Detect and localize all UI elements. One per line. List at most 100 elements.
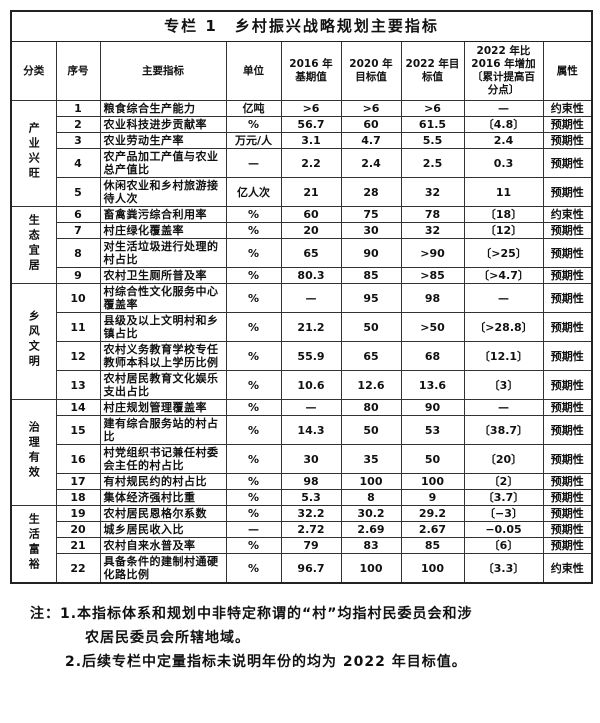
indicator-table: 专栏 1 乡村振兴战略规划主要指标 分类 序号 主要指标 单位 2016 年基期值 202… <box>10 10 594 584</box>
target-2020-cell: 4.7 <box>340 132 402 149</box>
category-label: 生态宜居 <box>27 213 41 274</box>
increase-cell: 〔3〕 <box>463 370 544 400</box>
indicator-cell: 畜禽粪污综合利用率 <box>99 206 227 223</box>
indicator-cell: 对生活垃圾进行处理的村占比 <box>99 238 227 268</box>
attribute-cell: 预期性 <box>542 537 593 554</box>
table-row: 9 农村卫生厕所普及率% 80.3 85 >85 〔>4.7〕 预期性 <box>11 267 593 284</box>
target-2020-cell: 65 <box>340 341 402 371</box>
increase-cell: 〔>25〕 <box>463 238 544 268</box>
base-2016-cell: 98 <box>280 473 342 490</box>
increase-cell: 11 <box>463 177 544 207</box>
attribute-cell: 预期性 <box>542 473 593 490</box>
increase-cell: — <box>463 283 544 313</box>
increase-cell: 2.4 <box>463 132 544 149</box>
table-row: 4 农产品加工产值与农业总产值比 —2.2 2.4 2.5 0.3 预期性 <box>11 148 593 178</box>
unit-cell: 亿人次 <box>225 177 282 207</box>
increase-cell: 〔>4.7〕 <box>463 267 544 284</box>
unit-cell: % <box>225 116 282 133</box>
increase-cell: 〔−3〕 <box>463 505 544 522</box>
target-2020-cell: 83 <box>340 537 402 554</box>
column-header: 2022 年比 2016 年增加〔累计提高百分点〕 <box>463 41 544 101</box>
base-2016-cell: — <box>280 399 342 416</box>
unit-cell: % <box>225 312 282 342</box>
table-row: 3 农业劳动生产率 万元/人 3.1 4.7 5.5 2.4 预期性 <box>11 132 593 149</box>
column-header: 2022 年目标值 <box>400 41 465 101</box>
table-row: 22 具备条件的建制村通硬化路比例% 96.7 100 100 〔3.3〕 约束性 <box>11 553 593 584</box>
attribute-cell: 预期性 <box>542 489 593 506</box>
table-row: 13 农村居民教育文化娱乐支出占比% 10.6 12.6 13.6 〔3〕 预期性 <box>11 370 593 400</box>
increase-cell: 〔12.1〕 <box>463 341 544 371</box>
table-row: 20 城乡居民收入比 —2.72 2.69 2.67 −0.05 预期性 <box>11 521 593 538</box>
indicator-cell: 建有综合服务站的村占比 <box>99 415 227 445</box>
unit-cell: 亿吨 <box>225 100 282 117</box>
target-2020-cell: 2.4 <box>340 148 402 178</box>
target-2020-cell: 85 <box>340 267 402 284</box>
index-cell: 19 <box>55 505 101 522</box>
base-2016-cell: >6 <box>280 100 342 117</box>
unit-cell: % <box>225 473 282 490</box>
increase-cell: 〔18〕 <box>463 206 544 223</box>
indicator-cell: 农村自来水普及率 <box>99 537 227 554</box>
attribute-cell: 预期性 <box>542 116 593 133</box>
base-2016-cell: 3.1 <box>280 132 342 149</box>
unit-cell: % <box>225 489 282 506</box>
base-2016-cell: 2.2 <box>280 148 342 178</box>
attribute-cell: 预期性 <box>542 444 593 474</box>
base-2016-cell: 60 <box>280 206 342 223</box>
table-row: 8 对生活垃圾进行处理的村占比% 65 90 >90 〔>25〕 预期性 <box>11 238 593 268</box>
target-2020-cell: 12.6 <box>340 370 402 400</box>
target-2022-cell: 32 <box>400 222 465 239</box>
target-2020-cell: 90 <box>340 238 402 268</box>
attribute-cell: 预期性 <box>542 267 593 284</box>
table-row: 21 农村自来水普及率% 79 83 85 〔6〕 预期性 <box>11 537 593 554</box>
column-header: 单位 <box>225 41 282 101</box>
increase-cell: 〔2〕 <box>463 473 544 490</box>
index-cell: 18 <box>55 489 101 506</box>
indicator-cell: 粮食综合生产能力 <box>99 100 227 117</box>
index-cell: 6 <box>55 206 101 223</box>
unit-cell: — <box>225 148 282 178</box>
index-cell: 12 <box>55 341 101 371</box>
unit-cell: % <box>225 222 282 239</box>
category-cell: 治理有效 <box>10 399 57 506</box>
index-cell: 13 <box>55 370 101 400</box>
indicator-cell: 城乡居民收入比 <box>99 521 227 538</box>
base-2016-cell: — <box>280 283 342 313</box>
index-cell: 7 <box>55 222 101 239</box>
index-cell: 17 <box>55 473 101 490</box>
indicator-cell: 村综合性文化服务中心覆盖率 <box>99 283 227 313</box>
index-cell: 21 <box>55 537 101 554</box>
unit-cell: % <box>225 444 282 474</box>
column-header: 序号 <box>55 41 101 101</box>
table-row: 5 休闲农业和乡村旅游接待人次 亿人次 21 28 32 11 预期性 <box>11 177 593 207</box>
notes: 注：1.本指标体系和规划中非特定称谓的“村”均指村民委员会和涉 农居民委员会所辖… <box>30 602 590 674</box>
unit-cell: % <box>225 537 282 554</box>
attribute-cell: 预期性 <box>542 399 593 416</box>
target-2020-cell: 50 <box>340 312 402 342</box>
increase-cell: −0.05 <box>463 521 544 538</box>
unit-cell: % <box>225 553 282 584</box>
target-2022-cell: 100 <box>400 553 465 584</box>
note-1: 注：1.本指标体系和规划中非特定称谓的“村”均指村民委员会和涉 <box>30 606 473 622</box>
base-2016-cell: 32.2 <box>280 505 342 522</box>
target-2020-cell: 2.69 <box>340 521 402 538</box>
index-cell: 8 <box>55 238 101 268</box>
increase-cell: 〔3.3〕 <box>463 553 544 584</box>
table-row: 乡风文明 10 村综合性文化服务中心覆盖率% —95 98— 预期性 <box>10 283 593 400</box>
target-2022-cell: >6 <box>400 100 465 117</box>
attribute-cell: 预期性 <box>542 415 593 445</box>
table-row: 15 建有综合服务站的村占比% 14.3 50 53 〔38.7〕 预期性 <box>11 415 593 445</box>
base-2016-cell: 55.9 <box>280 341 342 371</box>
attribute-cell: 预期性 <box>542 238 593 268</box>
target-2020-cell: 60 <box>340 116 402 133</box>
page: 专栏 1 乡村振兴战略规划主要指标 分类 序号 主要指标 单位 2016 年基期值 202… <box>10 10 594 674</box>
base-2016-cell: 2.72 <box>280 521 342 538</box>
index-cell: 15 <box>55 415 101 445</box>
target-2022-cell: >90 <box>400 238 465 268</box>
table-row: 生态宜居 6 畜禽粪污综合利用率% 60 75 78 〔18〕 约束性 <box>10 206 593 284</box>
category-cell: 产业兴旺 <box>10 100 57 207</box>
base-2016-cell: 80.3 <box>280 267 342 284</box>
target-2022-cell: >50 <box>400 312 465 342</box>
category-cell: 生活富裕 <box>10 505 57 584</box>
base-2016-cell: 20 <box>280 222 342 239</box>
